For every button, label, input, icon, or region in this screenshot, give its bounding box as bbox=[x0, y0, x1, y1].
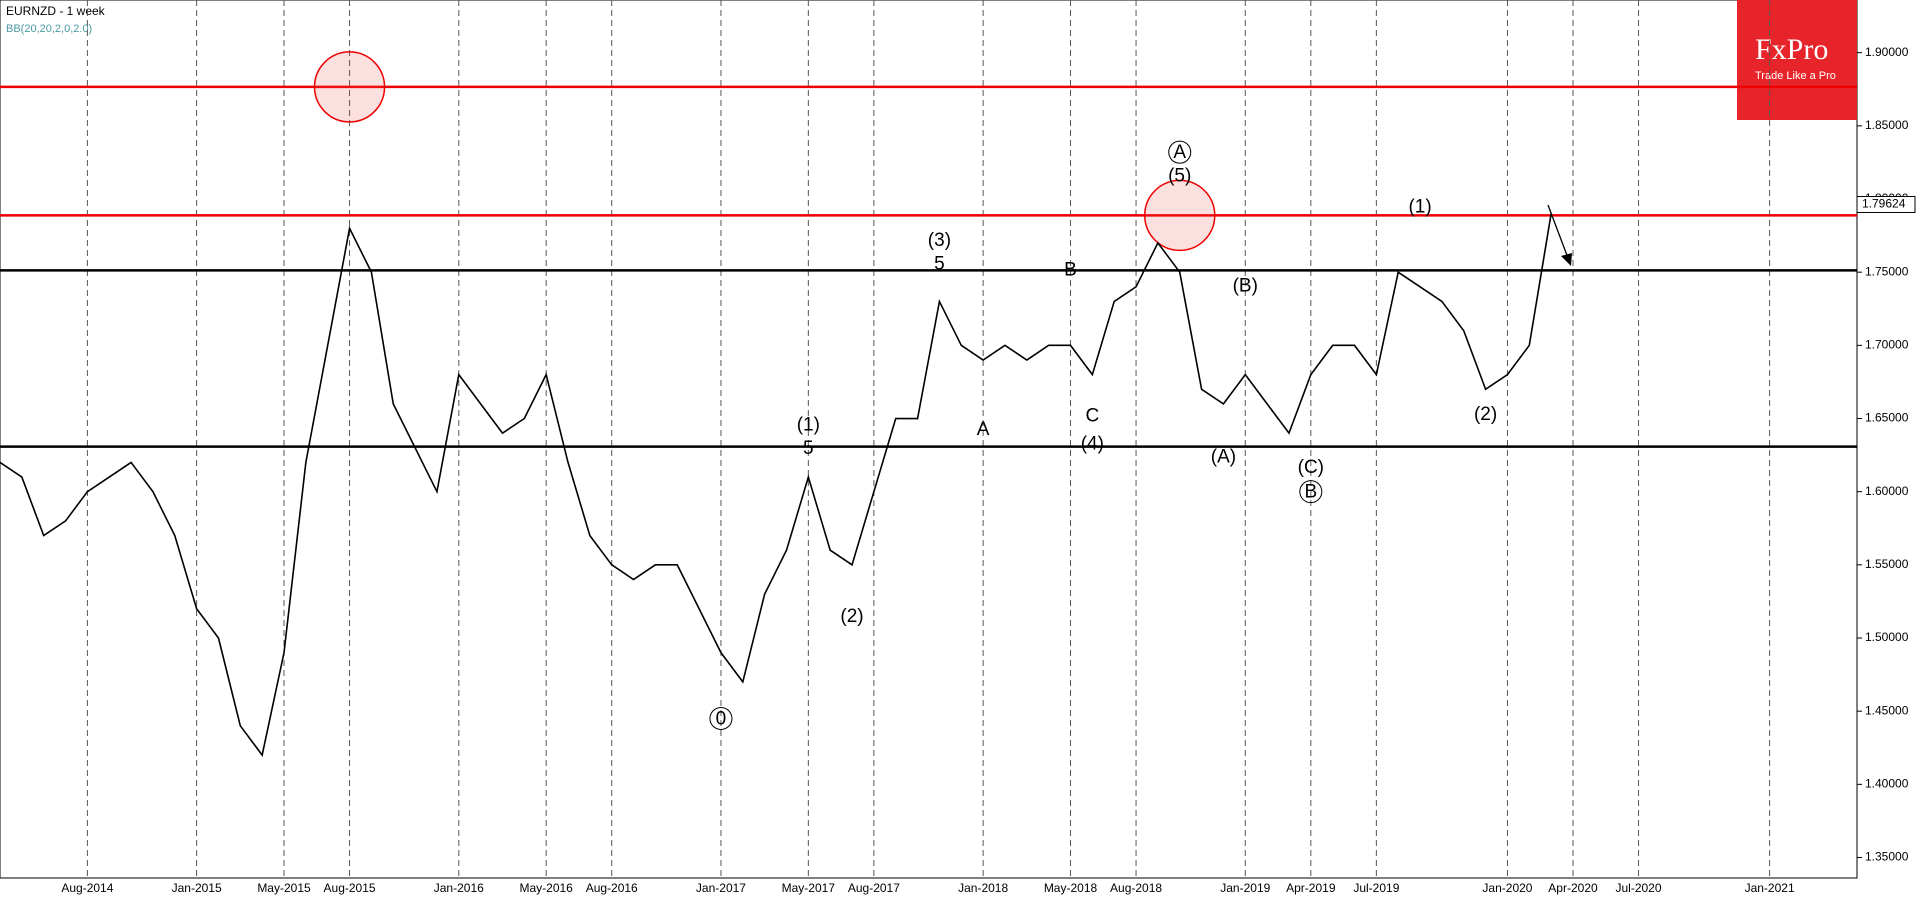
y-tick-label: 1.70000 bbox=[1865, 338, 1909, 352]
wave-label: 0 bbox=[716, 709, 727, 730]
x-tick-label: Aug-2016 bbox=[586, 881, 638, 895]
wave-circle bbox=[1299, 480, 1323, 504]
wave-label: (1) bbox=[797, 414, 820, 435]
wave-label: 5 bbox=[934, 253, 945, 274]
x-tick-label: May-2017 bbox=[782, 881, 836, 895]
x-tick-label: May-2015 bbox=[257, 881, 311, 895]
plot-area bbox=[0, 0, 1858, 879]
forecast-arrow bbox=[1547, 204, 1569, 259]
x-tick-label: Jan-2017 bbox=[696, 881, 746, 895]
wave-label: (2) bbox=[1474, 404, 1497, 425]
logo: FxPro Trade Like a Pro bbox=[1737, 0, 1857, 120]
y-tick-label: 1.85000 bbox=[1865, 118, 1909, 132]
y-tick-label: 1.40000 bbox=[1865, 777, 1909, 791]
y-tick-label: 1.90000 bbox=[1865, 45, 1909, 59]
wave-label: B bbox=[1064, 259, 1077, 280]
y-tick-label: 1.65000 bbox=[1865, 411, 1909, 425]
wave-label: B bbox=[1304, 482, 1317, 503]
forecast-arrowhead bbox=[1561, 253, 1572, 266]
last-price-label: 1.79624 bbox=[1862, 197, 1906, 211]
x-tick-label: Jan-2020 bbox=[1482, 881, 1532, 895]
x-tick-label: Jan-2018 bbox=[958, 881, 1008, 895]
highlight-circle bbox=[1143, 179, 1216, 252]
x-tick-label: Jan-2021 bbox=[1745, 881, 1795, 895]
x-tick-label: Jan-2019 bbox=[1220, 881, 1270, 895]
wave-circle bbox=[709, 706, 733, 730]
indicator-label: BB(20,20,2,0,2.0) bbox=[6, 23, 92, 35]
chart-title: EURNZD - 1 week bbox=[6, 4, 106, 18]
wave-label: (4) bbox=[1081, 433, 1104, 454]
x-tick-label: Aug-2015 bbox=[324, 881, 376, 895]
x-tick-label: Jan-2016 bbox=[434, 881, 484, 895]
last-price-box bbox=[1856, 196, 1916, 214]
logo-name: FxPro bbox=[1755, 33, 1828, 66]
y-tick-label: 1.55000 bbox=[1865, 557, 1909, 571]
x-tick-label: Jul-2020 bbox=[1616, 881, 1662, 895]
wave-circle bbox=[1168, 140, 1192, 164]
highlight-circle bbox=[313, 51, 386, 123]
price-line bbox=[0, 213, 1552, 757]
x-tick-label: Jan-2015 bbox=[172, 881, 222, 895]
x-tick-label: Apr-2020 bbox=[1548, 881, 1598, 895]
wave-label: 5 bbox=[803, 438, 814, 459]
y-tick-label: 1.75000 bbox=[1865, 264, 1909, 278]
logo-box bbox=[1737, 0, 1857, 120]
y-tick-label: 1.60000 bbox=[1865, 484, 1909, 498]
wave-label: (2) bbox=[840, 606, 863, 627]
x-tick-label: Jul-2019 bbox=[1353, 881, 1399, 895]
wave-label: (3) bbox=[928, 230, 951, 251]
wave-label: (C) bbox=[1298, 457, 1324, 478]
wave-label: (1) bbox=[1408, 196, 1431, 217]
wave-label: A bbox=[977, 419, 990, 440]
x-tick-label: Aug-2018 bbox=[1110, 881, 1162, 895]
x-tick-label: May-2016 bbox=[519, 881, 573, 895]
y-tick-label: 1.45000 bbox=[1865, 703, 1909, 717]
wave-label: C bbox=[1085, 406, 1099, 427]
wave-label: (A) bbox=[1211, 447, 1236, 468]
x-tick-label: May-2018 bbox=[1044, 881, 1098, 895]
logo-tagline: Trade Like a Pro bbox=[1755, 70, 1836, 82]
x-tick-label: Aug-2017 bbox=[848, 881, 900, 895]
x-tick-label: Apr-2019 bbox=[1286, 881, 1336, 895]
x-tick-label: Aug-2014 bbox=[61, 881, 113, 895]
wave-label: (5) bbox=[1168, 166, 1191, 187]
wave-label: A bbox=[1173, 142, 1186, 163]
wave-label: (B) bbox=[1233, 275, 1258, 296]
y-tick-label: 1.50000 bbox=[1865, 630, 1909, 644]
y-tick-label: 1.35000 bbox=[1865, 850, 1909, 864]
